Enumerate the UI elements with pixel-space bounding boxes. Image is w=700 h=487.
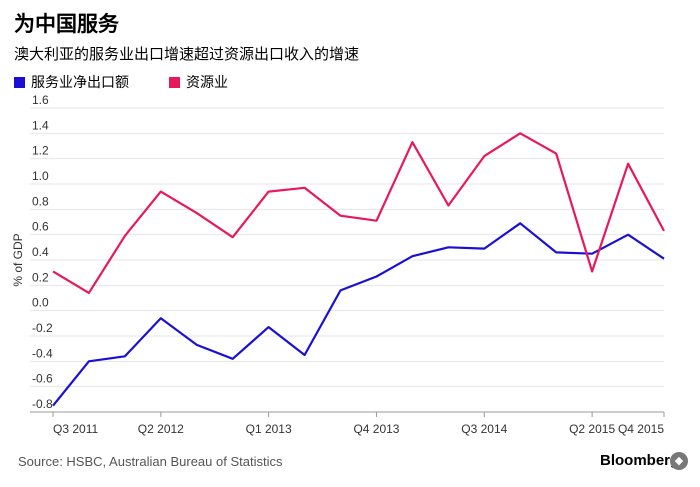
x-tick-label: Q2 2012 [138, 422, 184, 436]
x-tick-label: Q4 2013 [353, 422, 399, 436]
x-tick-label: Q4 2015 [618, 422, 664, 436]
legend-swatch-resources [169, 76, 180, 88]
y-axis-label: % of GDP [11, 233, 25, 286]
legend-item-services: 服务业净出口额 [14, 72, 129, 92]
brand-logo-text: Bloomberg [600, 452, 680, 469]
series-line-services [52, 222, 665, 407]
x-tick-label: Q3 2011 [53, 422, 98, 436]
y-tick-label: 0.8 [32, 194, 49, 208]
series-line-resources [52, 132, 665, 294]
x-tick-label: Q2 2015 [569, 422, 615, 436]
y-tick-label: 1.6 [32, 93, 49, 107]
y-tick-label: 0.6 [32, 220, 49, 234]
legend-swatch-services [14, 76, 25, 88]
y-tick-label: 1.2 [32, 144, 49, 158]
legend-label-resources: 资源业 [186, 75, 228, 91]
chart-subtitle: 澳大利亚的服务业出口增速超过资源出口收入的增速 [14, 45, 360, 63]
bloomberg-icon: ◆ [670, 452, 688, 470]
y-tick-label: 0.4 [32, 245, 49, 259]
legend-label-services: 服务业净出口额 [31, 75, 129, 91]
y-tick-label: -0.2 [32, 321, 53, 335]
chart-title: 为中国服务 [14, 12, 119, 36]
legend: 服务业净出口额 资源业 [14, 72, 228, 92]
y-tick-label: 1.0 [32, 169, 49, 183]
y-tick-label: 0.2 [32, 270, 49, 284]
y-tick-label: 1.4 [32, 118, 49, 132]
x-tick-label: Q1 2013 [246, 422, 292, 436]
source-note: Source: HSBC, Australian Bureau of Stati… [18, 454, 283, 469]
y-tick-label: -0.4 [32, 346, 53, 360]
x-tick-label: Q3 2014 [461, 422, 507, 436]
y-tick-label: -0.6 [32, 372, 53, 386]
y-tick-label: -0.8 [32, 397, 53, 411]
legend-item-resources: 资源业 [169, 72, 228, 92]
y-tick-label: 0.0 [32, 296, 49, 310]
